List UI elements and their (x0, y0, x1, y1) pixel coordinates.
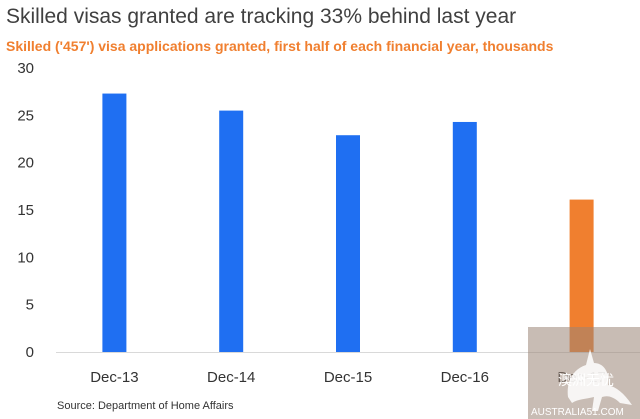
x-tick-label: Dec-15 (324, 369, 372, 386)
bar-dec-14 (219, 110, 244, 352)
y-tick-label: 20 (17, 155, 34, 172)
bar-dec-15 (336, 135, 360, 352)
y-tick-label: 30 (17, 60, 34, 77)
watermark-url: AUSTRALIA51.COM (531, 407, 624, 418)
bar-dec-17 (569, 199, 594, 352)
bars (102, 93, 594, 353)
y-tick-label: 25 (17, 107, 34, 124)
watermark-text: 澳洲无忧 (558, 373, 614, 389)
chart-title: Skilled visas granted are tracking 33% b… (6, 5, 517, 28)
bar-dec-16 (452, 121, 477, 353)
chart-subtitle: Skilled ('457') visa applications grante… (6, 38, 554, 54)
y-tick-label: 10 (17, 249, 34, 266)
bar-dec-13 (102, 93, 127, 352)
x-tick-label: Dec-16 (441, 369, 489, 386)
x-tick-label: Dec-13 (90, 369, 138, 386)
source-note: Source: Department of Home Affairs (57, 400, 234, 412)
y-tick-label: 0 (26, 344, 34, 361)
watermark-logo: 澳洲无忧 AUSTRALIA51.COM (528, 327, 640, 419)
y-axis: 0 5 10 15 20 25 30 (17, 60, 34, 361)
y-tick-label: 15 (17, 202, 34, 219)
y-tick-label: 5 (26, 297, 34, 314)
x-tick-label: Dec-14 (207, 369, 255, 386)
